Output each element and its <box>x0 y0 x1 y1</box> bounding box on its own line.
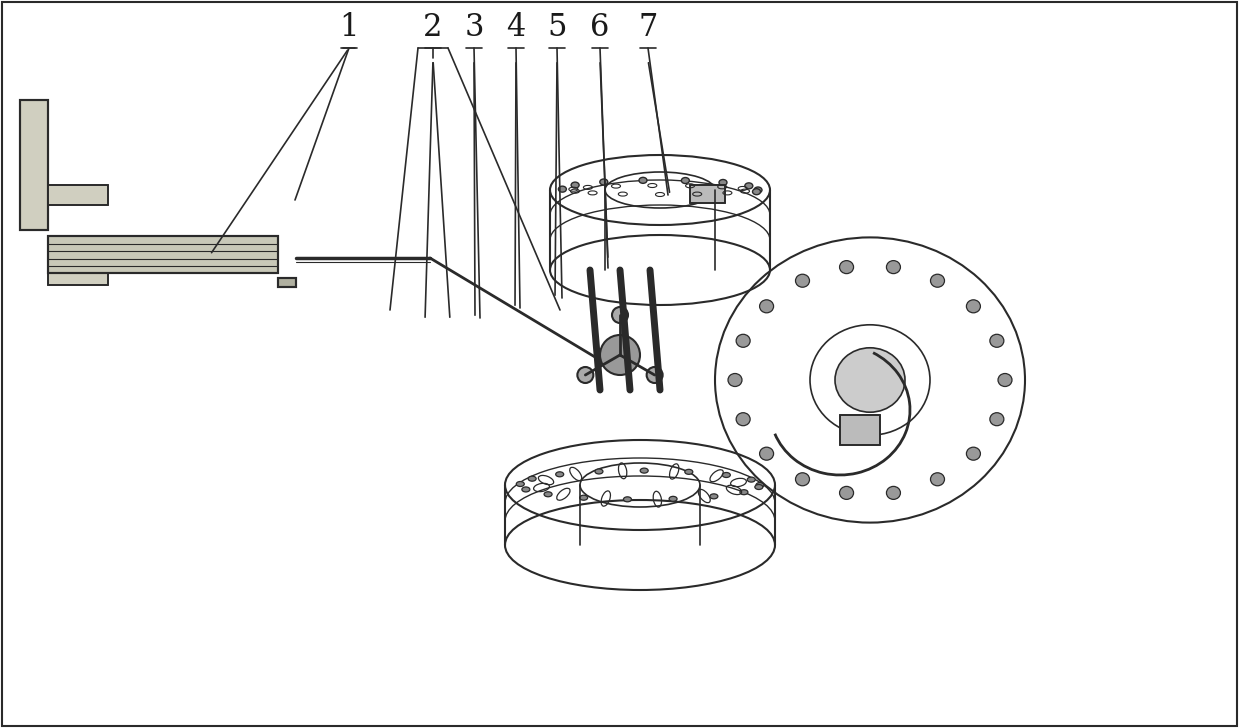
Ellipse shape <box>760 300 773 313</box>
Ellipse shape <box>639 178 647 183</box>
Ellipse shape <box>647 367 663 383</box>
Ellipse shape <box>710 494 717 499</box>
Ellipse shape <box>886 486 901 499</box>
Ellipse shape <box>930 472 944 486</box>
Ellipse shape <box>729 373 742 387</box>
Text: 3: 3 <box>465 12 483 44</box>
Ellipse shape <box>600 179 608 185</box>
Ellipse shape <box>595 469 603 474</box>
Bar <box>48 236 278 273</box>
Ellipse shape <box>559 186 566 192</box>
Bar <box>840 415 880 445</box>
Bar <box>278 278 296 287</box>
Ellipse shape <box>752 189 761 194</box>
Bar <box>48 185 108 205</box>
Ellipse shape <box>528 476 536 481</box>
Ellipse shape <box>966 447 980 460</box>
Ellipse shape <box>577 367 593 383</box>
Text: 1: 1 <box>339 12 359 44</box>
Bar <box>690 185 725 203</box>
Ellipse shape <box>669 496 676 502</box>
Ellipse shape <box>990 413 1004 426</box>
Ellipse shape <box>681 178 689 183</box>
Bar <box>840 415 880 445</box>
Text: 4: 4 <box>507 12 525 44</box>
Ellipse shape <box>795 472 809 486</box>
Ellipse shape <box>517 481 524 486</box>
Ellipse shape <box>722 472 730 478</box>
Bar <box>278 278 296 287</box>
Ellipse shape <box>736 413 750 426</box>
Ellipse shape <box>840 486 854 499</box>
Ellipse shape <box>990 334 1004 347</box>
Ellipse shape <box>747 477 756 482</box>
Text: 2: 2 <box>424 12 442 44</box>
Ellipse shape <box>641 468 648 473</box>
Bar <box>48 236 278 273</box>
Ellipse shape <box>997 373 1012 387</box>
Text: 5: 5 <box>548 12 566 44</box>
Ellipse shape <box>522 487 530 492</box>
Ellipse shape <box>886 261 901 274</box>
Ellipse shape <box>612 307 628 323</box>
Ellipse shape <box>736 334 750 347</box>
Ellipse shape <box>795 274 809 288</box>
Bar <box>20 100 48 230</box>
Ellipse shape <box>760 447 773 460</box>
Ellipse shape <box>623 496 632 502</box>
Text: 6: 6 <box>590 12 610 44</box>
Ellipse shape <box>719 180 727 186</box>
Ellipse shape <box>966 300 980 313</box>
Ellipse shape <box>740 490 748 495</box>
Text: 7: 7 <box>638 12 658 44</box>
Ellipse shape <box>930 274 944 288</box>
Bar <box>48 265 108 285</box>
Ellipse shape <box>756 483 764 488</box>
Bar <box>690 185 725 203</box>
Ellipse shape <box>685 470 693 475</box>
Ellipse shape <box>835 348 904 412</box>
Ellipse shape <box>600 335 641 375</box>
Bar <box>48 185 108 205</box>
Bar <box>20 100 48 230</box>
Ellipse shape <box>755 187 762 193</box>
Ellipse shape <box>544 491 553 496</box>
Ellipse shape <box>755 485 763 489</box>
Ellipse shape <box>840 261 854 274</box>
Ellipse shape <box>580 495 587 500</box>
Bar <box>48 265 108 285</box>
Ellipse shape <box>556 472 564 477</box>
Ellipse shape <box>571 182 579 188</box>
Ellipse shape <box>745 183 753 189</box>
